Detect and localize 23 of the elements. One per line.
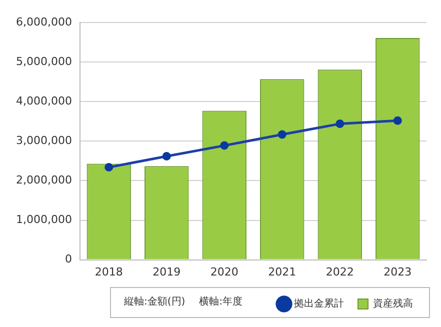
y-tick-label: 4,000,000 — [16, 94, 72, 108]
y-tick-label: 6,000,000 — [16, 15, 72, 28]
legend-label: 拠出金累計 — [294, 298, 344, 310]
point — [393, 116, 402, 125]
y-tick-label: 3,000,000 — [16, 134, 72, 148]
text: 縦軸:金額(円) — [123, 296, 186, 308]
point — [278, 130, 286, 139]
x-tick-label: 2020 — [210, 265, 238, 278]
y-tick-label: 2,000,000 — [16, 174, 72, 187]
x-tick-label: 2018 — [94, 265, 123, 278]
y-tick-label: 5,000,000 — [16, 54, 72, 68]
x-tick-label: 2022 — [326, 265, 354, 278]
point — [162, 152, 171, 160]
y-tick-label: 0 — [64, 252, 72, 266]
point — [336, 120, 344, 128]
legend-label: 資産残高 — [373, 298, 413, 310]
x-tick-label: 2023 — [384, 265, 412, 278]
y-tick-label: 1,000,000 — [16, 213, 72, 226]
point — [220, 141, 229, 150]
x-tick-label: 2019 — [152, 265, 181, 278]
text: 横軸:年度 — [199, 296, 243, 308]
point — [104, 163, 114, 172]
x-tick-label: 2021 — [268, 265, 296, 278]
